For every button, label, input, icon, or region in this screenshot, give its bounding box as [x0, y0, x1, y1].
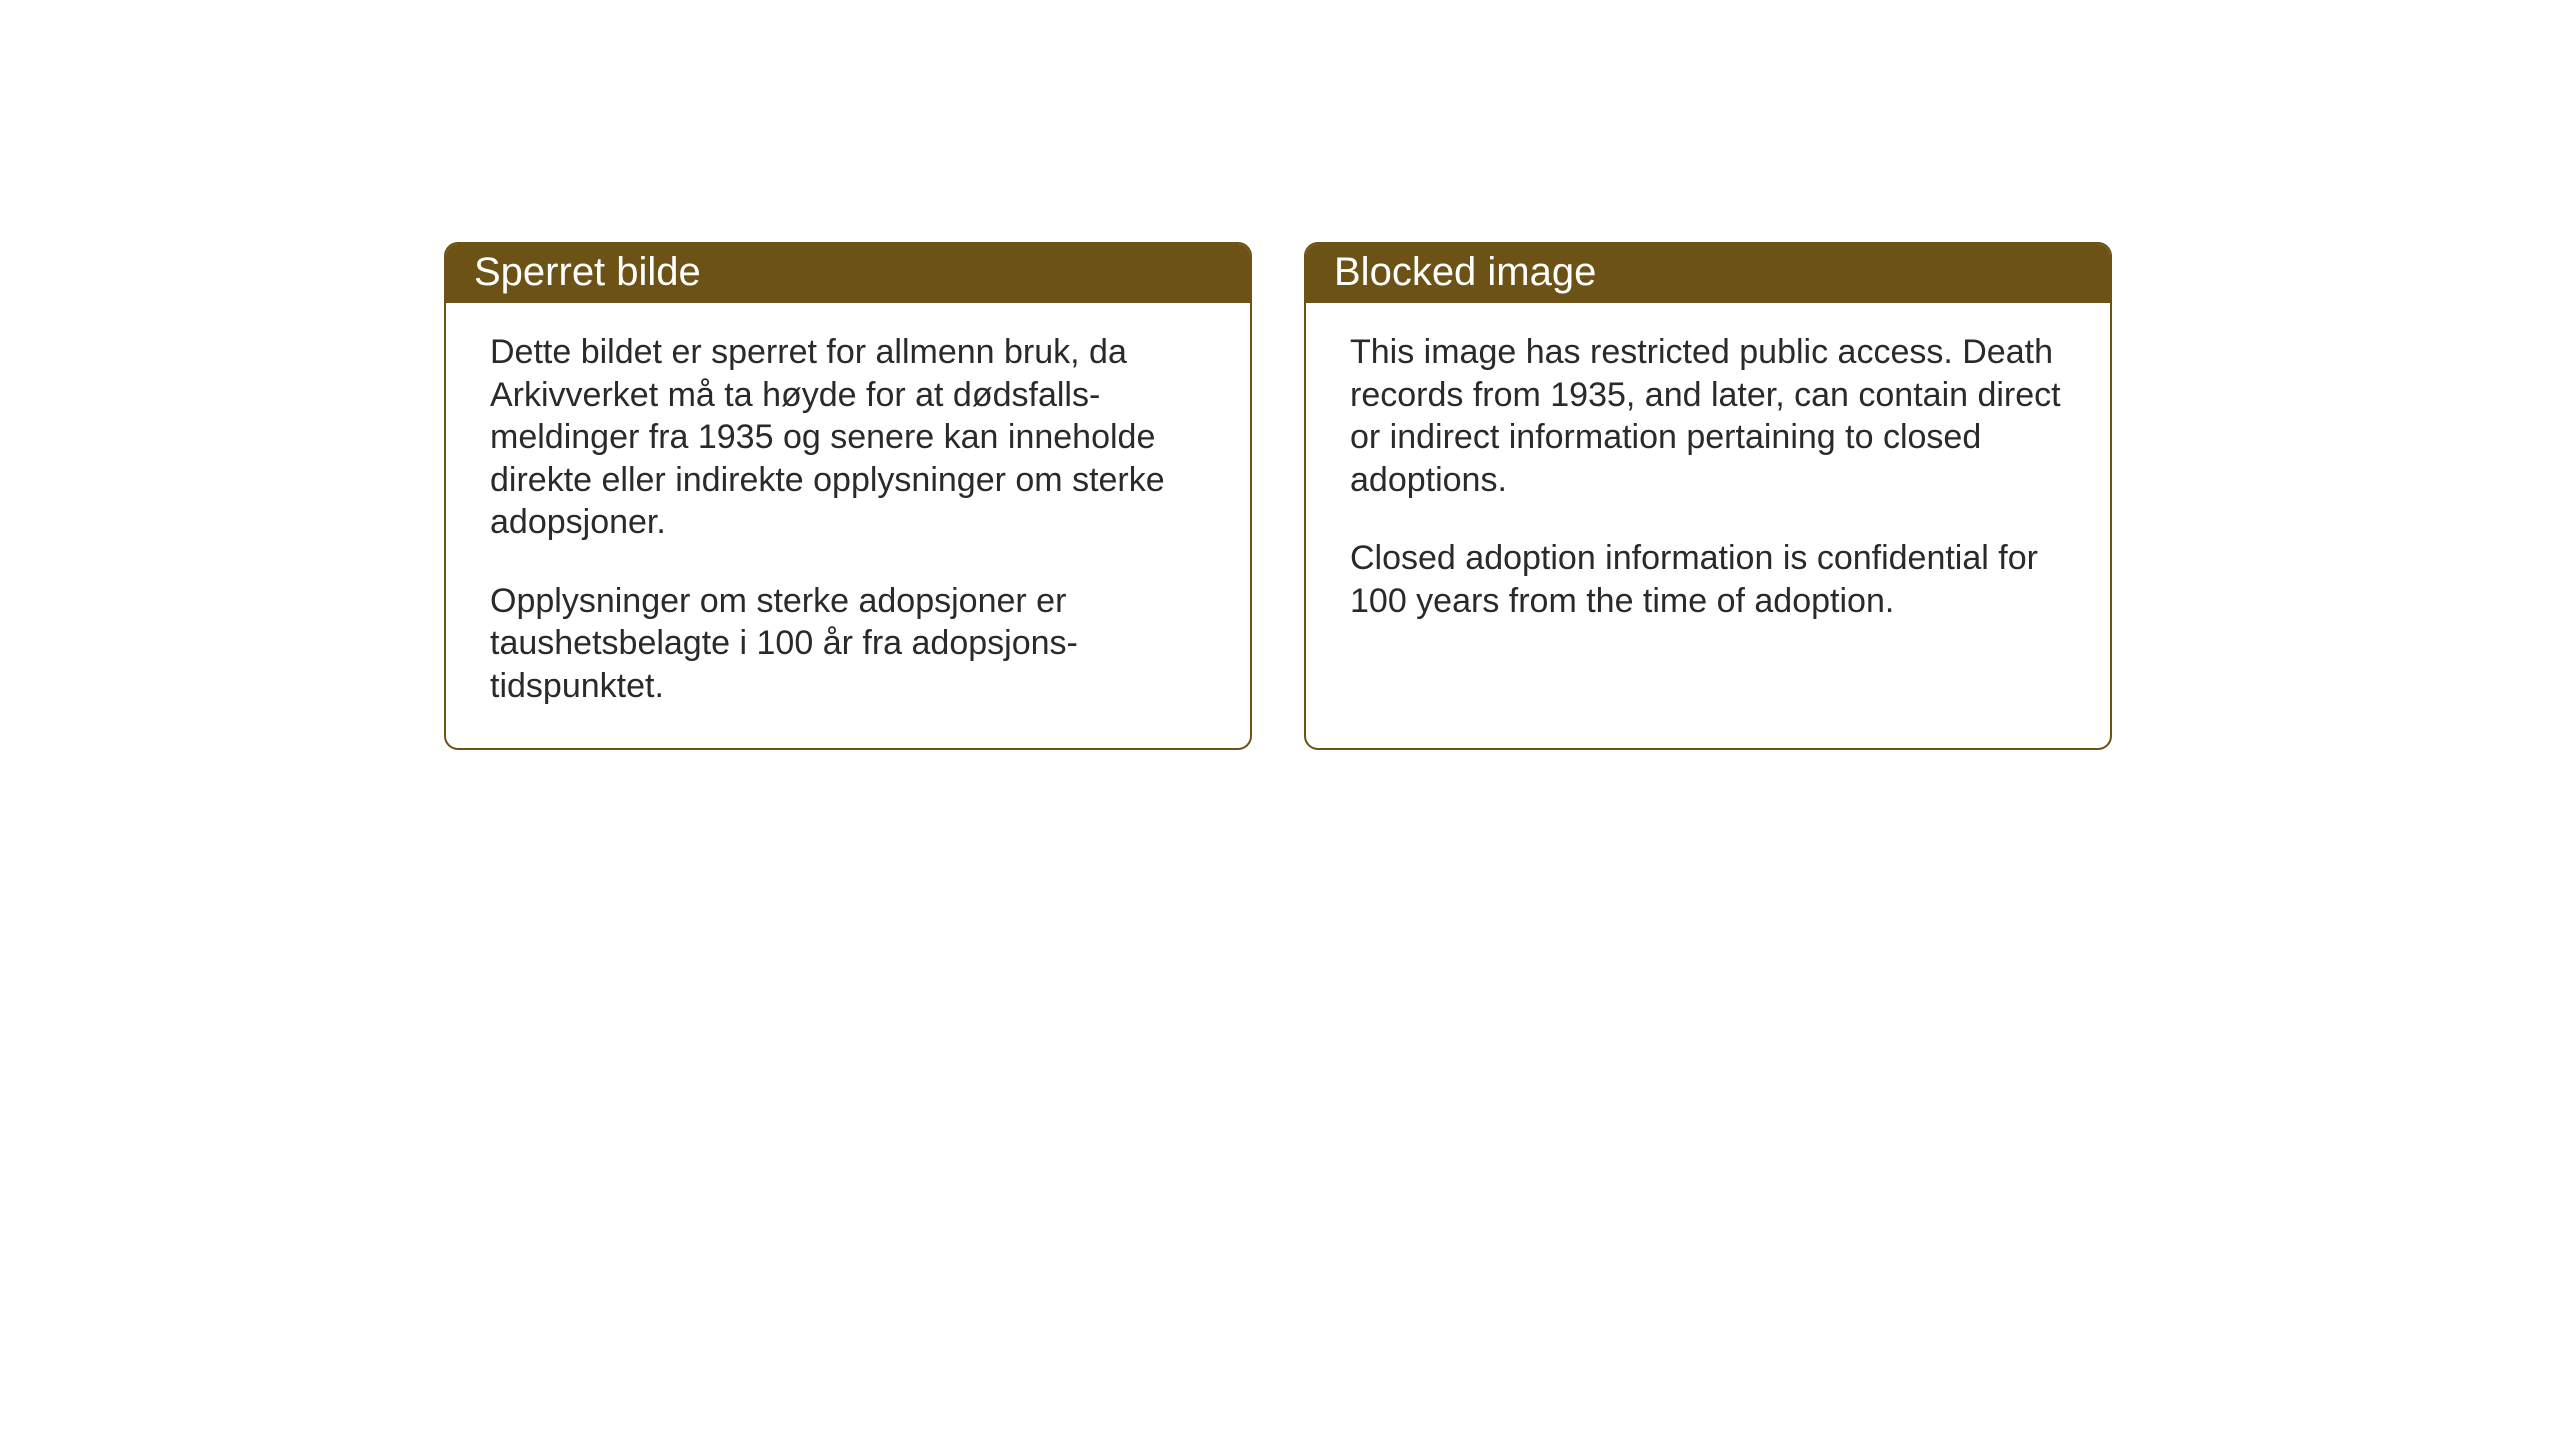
- norwegian-panel-body: Dette bildet er sperret for allmenn bruk…: [446, 303, 1250, 747]
- norwegian-paragraph-2: Opplysninger om sterke adopsjoner er tau…: [490, 580, 1206, 708]
- norwegian-panel-title: Sperret bilde: [446, 244, 1250, 303]
- norwegian-panel: Sperret bilde Dette bildet er sperret fo…: [444, 242, 1252, 750]
- english-paragraph-2: Closed adoption information is confident…: [1350, 537, 2066, 622]
- english-panel-body: This image has restricted public access.…: [1306, 303, 2110, 662]
- english-panel-title: Blocked image: [1306, 244, 2110, 303]
- english-panel: Blocked image This image has restricted …: [1304, 242, 2112, 750]
- norwegian-paragraph-1: Dette bildet er sperret for allmenn bruk…: [490, 331, 1206, 544]
- english-paragraph-1: This image has restricted public access.…: [1350, 331, 2066, 501]
- panels-container: Sperret bilde Dette bildet er sperret fo…: [444, 242, 2112, 750]
